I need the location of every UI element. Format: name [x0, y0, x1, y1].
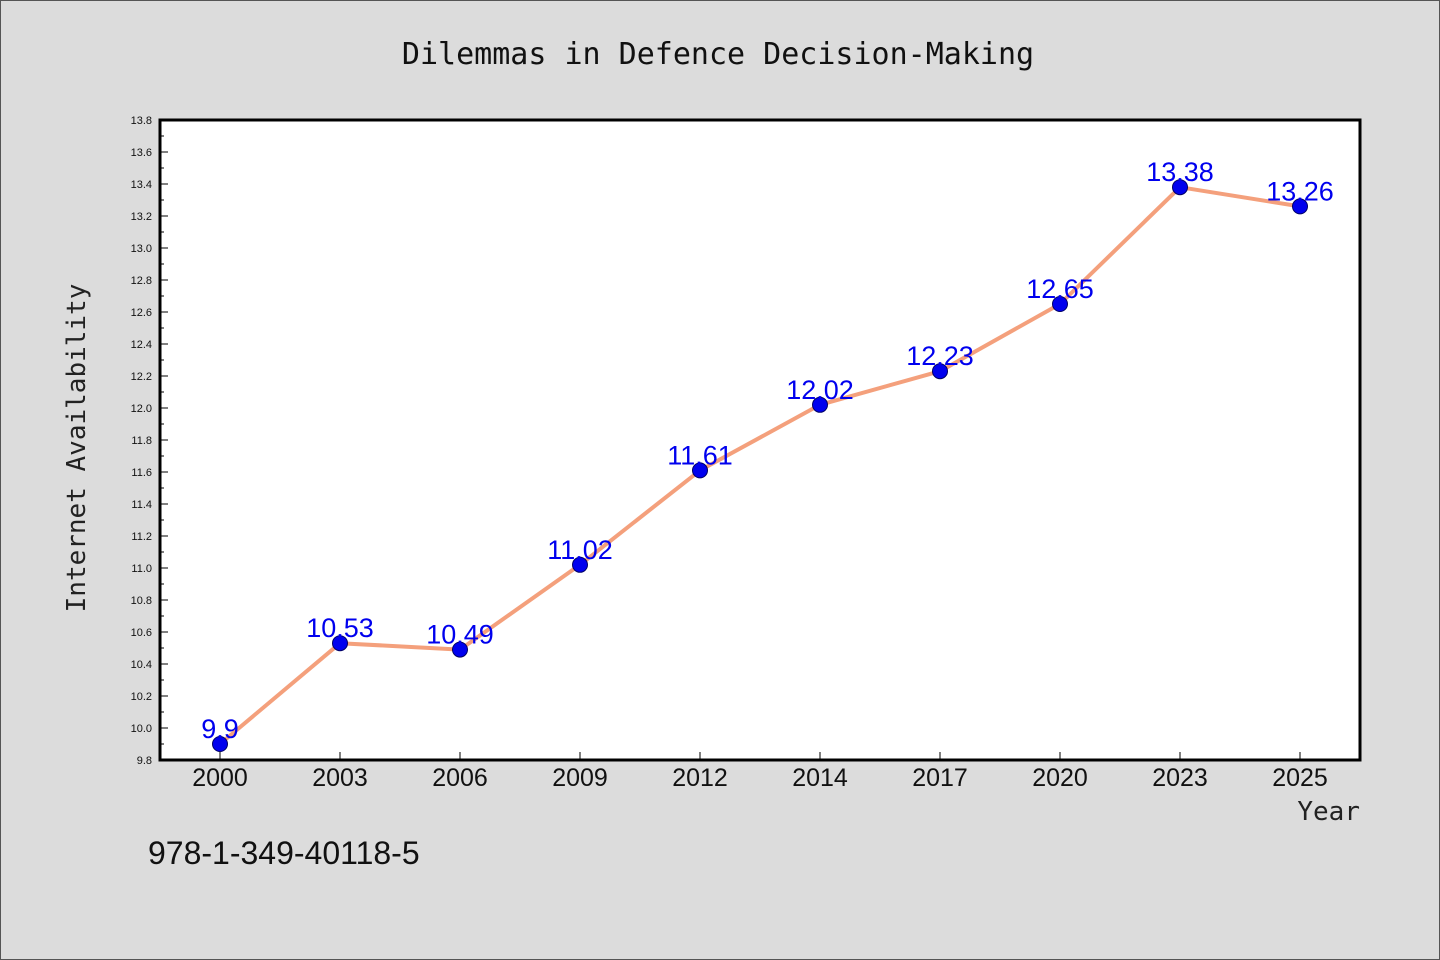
data-point-marker: [932, 363, 948, 380]
x-tick-label: 2025: [1272, 764, 1328, 792]
y-tick-label: 12.4: [131, 339, 152, 351]
data-label-layer: 9.9 10.53 10.49 11.02 11.61 12.02 12.23 12.65 13…: [201, 157, 1334, 744]
x-tick-label: 2023: [1152, 764, 1208, 792]
y-tick-label: 11.0: [131, 563, 152, 575]
data-label: 10.49: [426, 620, 494, 650]
y-tick-label: 13.8: [131, 115, 152, 127]
data-point-marker: [212, 736, 228, 752]
data-label: 12.23: [906, 341, 974, 371]
data-label: 11.61: [667, 440, 733, 470]
y-tick-label: 12.0: [131, 403, 152, 415]
data-point-marker: [1292, 198, 1308, 215]
isbn-text: 978-1-349-40118-5: [148, 835, 420, 871]
data-label: 10.53: [306, 613, 374, 643]
y-tick-label: 11.8: [131, 435, 152, 447]
x-axis-label: Year: [1297, 797, 1360, 827]
chart-title: Dilemmas in Defence Decision-Making: [402, 37, 1034, 72]
y-tick-label: 11.6: [131, 467, 152, 479]
x-tick-label: 2017: [912, 764, 968, 792]
data-label: 13.26: [1266, 176, 1334, 206]
x-tick-label: 2000: [192, 764, 248, 792]
data-point-marker: [812, 396, 828, 413]
y-tick-label: 12.6: [131, 307, 152, 319]
y-tick-label: 11.4: [131, 499, 152, 511]
data-label: 13.38: [1146, 157, 1214, 187]
y-tick-label: 12.8: [131, 275, 152, 287]
y-tick-label: 10.8: [131, 595, 152, 607]
x-axis: 2000 2003 2006 2009 2012 2014 2017 2020 2023 2025: [192, 752, 1328, 792]
data-point-marker: [332, 635, 348, 652]
y-tick-label: 13.0: [131, 243, 152, 255]
data-label: 12.02: [786, 375, 854, 405]
marker-layer: [212, 179, 1308, 752]
y-tick-label: 12.2: [131, 371, 152, 383]
x-tick-label: 2006: [432, 764, 488, 792]
x-tick-label: 2020: [1032, 764, 1088, 792]
y-tick-label: 13.4: [131, 179, 152, 191]
data-label: 11.02: [547, 535, 613, 565]
data-label: 9.9: [201, 714, 239, 744]
y-tick-label: 11.2: [131, 531, 152, 543]
data-point-marker: [572, 556, 588, 573]
x-tick-label: 2009: [552, 764, 608, 792]
y-tick-label: 13.2: [131, 211, 152, 223]
x-tick-label: 2003: [312, 764, 368, 792]
series-line: [218, 185, 1302, 746]
data-point-marker: [452, 641, 468, 658]
y-tick-label: 10.0: [131, 723, 152, 735]
data-label: 12.65: [1026, 274, 1094, 304]
y-tick-label: 9.8: [137, 755, 152, 767]
plot-frame: [158, 118, 1362, 762]
y-tick-label: 10.6: [131, 627, 152, 639]
data-point-marker: [1172, 179, 1188, 196]
data-point-marker: [1052, 296, 1068, 312]
plot-area: [160, 120, 1360, 760]
x-tick-label: 2012: [672, 764, 728, 792]
y-tick-label: 10.4: [131, 659, 152, 671]
y-axis-label: Internet Availability: [62, 284, 92, 613]
y-tick-label: 10.2: [131, 691, 152, 703]
y-tick-label: 13.6: [131, 147, 152, 159]
data-point-marker: [692, 462, 708, 479]
series-line-layer: [218, 185, 1302, 746]
x-tick-label: 2014: [792, 764, 848, 792]
